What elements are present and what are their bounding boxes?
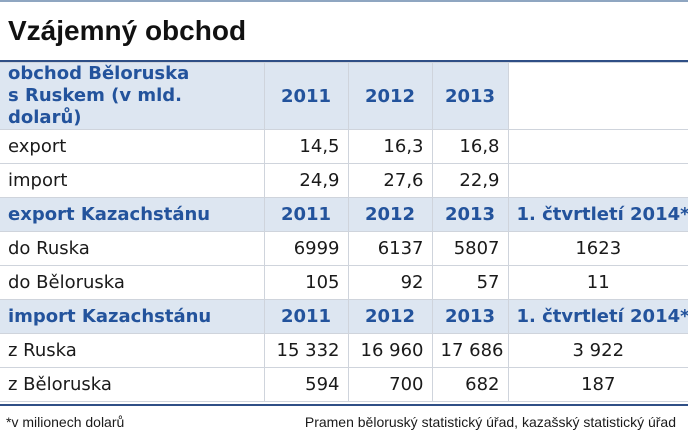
- value-cell: 27,6: [347, 163, 433, 198]
- year-header: 2012: [347, 62, 433, 130]
- value-cell: 6137: [347, 231, 433, 266]
- year-header: 2012: [347, 197, 433, 232]
- row-label: do Ruska: [0, 231, 265, 266]
- quarter-value: 3 922: [507, 333, 688, 368]
- table-row: z Ruska 15 332 16 960 17 686 3 922: [0, 333, 688, 368]
- empty-cell: [507, 129, 688, 164]
- value-cell: 17 686: [431, 333, 509, 368]
- section3-header-row: import Kazachstánu 2011 2012 2013 1. čtv…: [0, 299, 688, 334]
- page-title: Vzájemný obchod: [0, 0, 688, 62]
- value-cell: 700: [347, 367, 433, 402]
- year-header: 2013: [431, 299, 509, 334]
- row-label: z Ruska: [0, 333, 265, 368]
- year-header: 2011: [263, 62, 349, 130]
- empty-cell: [507, 62, 688, 130]
- table-row: do Běloruska 105 92 57 11: [0, 265, 688, 300]
- footer: *v milionech dolarů Pramen běloruský sta…: [0, 404, 688, 444]
- value-cell: 22,9: [431, 163, 509, 198]
- quarter-value: 187: [507, 367, 688, 402]
- row-label: do Běloruska: [0, 265, 265, 300]
- row-label: export: [0, 129, 265, 164]
- year-header: 2012: [347, 299, 433, 334]
- value-cell: 16,3: [347, 129, 433, 164]
- year-header: 2013: [431, 197, 509, 232]
- table-row: do Ruska 6999 6137 5807 1623: [0, 231, 688, 266]
- row-label: z Běloruska: [0, 367, 265, 402]
- value-cell: 15 332: [263, 333, 349, 368]
- value-cell: 594: [263, 367, 349, 402]
- quarter-header: 1. čtvrtletí 2014*: [507, 197, 688, 232]
- table-row: z Běloruska 594 700 682 187: [0, 367, 688, 402]
- value-cell: 6999: [263, 231, 349, 266]
- section1-header-line1: obchod Běloruska: [8, 63, 190, 85]
- table-row: import 24,9 27,6 22,9: [0, 163, 688, 198]
- table-row: export 14,5 16,3 16,8: [0, 129, 688, 164]
- year-header: 2013: [431, 62, 509, 130]
- value-cell: 57: [431, 265, 509, 300]
- value-cell: 5807: [431, 231, 509, 266]
- value-cell: 105: [263, 265, 349, 300]
- row-label: import: [0, 163, 265, 198]
- year-header: 2011: [263, 197, 349, 232]
- value-cell: 24,9: [263, 163, 349, 198]
- year-header: 2011: [263, 299, 349, 334]
- section2-header-row: export Kazachstánu 2011 2012 2013 1. čtv…: [0, 197, 688, 232]
- value-cell: 16,8: [431, 129, 509, 164]
- quarter-value: 1623: [507, 231, 688, 266]
- value-cell: 16 960: [347, 333, 433, 368]
- quarter-value: 11: [507, 265, 688, 300]
- source-note: Pramen běloruský statistický úřad, kazaš…: [304, 414, 676, 430]
- value-cell: 682: [431, 367, 509, 402]
- footnote: *v milionech dolarů: [6, 414, 125, 430]
- section1-header-line2: s Ruskem (v mld. dolarů): [8, 85, 182, 128]
- section1-header-row: obchod Běloruska s Ruskem (v mld. dolarů…: [0, 62, 688, 130]
- value-cell: 14,5: [263, 129, 349, 164]
- quarter-header: 1. čtvrtletí 2014*: [507, 299, 688, 334]
- empty-cell: [507, 163, 688, 198]
- trade-table: obchod Běloruska s Ruskem (v mld. dolarů…: [0, 62, 688, 402]
- section2-header-label: export Kazachstánu: [0, 197, 265, 232]
- section1-header-label: obchod Běloruska s Ruskem (v mld. dolarů…: [0, 62, 265, 130]
- section3-header-label: import Kazachstánu: [0, 299, 265, 334]
- value-cell: 92: [347, 265, 433, 300]
